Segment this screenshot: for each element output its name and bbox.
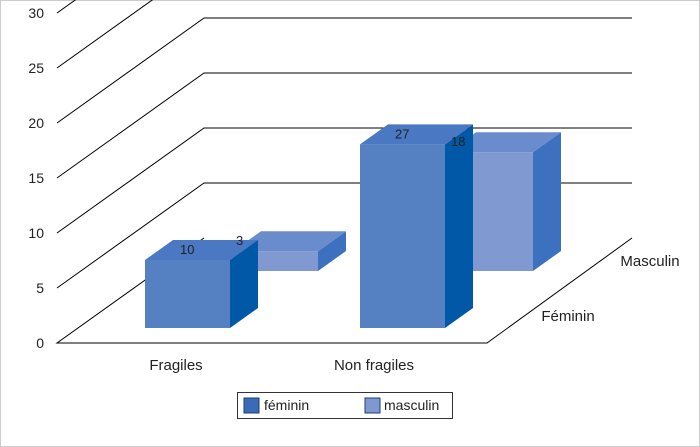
label-layer: 0 5 10 15 20 25 30 3 18 10 27 Fragiles Non fragiles F… [28,5,679,374]
gridline [56,17,632,124]
bar-top [233,231,346,252]
data-label: 3 [236,233,243,248]
gridline [56,0,154,69]
bar-layer [145,124,561,329]
y-tick-label: 10 [28,225,44,241]
depth-label: Masculin [620,253,679,270]
legend-box [237,392,453,419]
bar-side [533,132,561,271]
gridline [56,127,632,234]
floor-outline [55,237,633,344]
data-label: 10 [180,242,194,257]
legend: féminin masculin [237,392,453,419]
category-label: Fragiles [149,357,202,374]
bar-side [230,240,258,328]
axis-layer [55,237,633,344]
depth-label: Féminin [541,308,594,325]
bar-front [145,260,230,328]
category-label: Non fragiles [334,357,414,374]
y-tick-label: 25 [28,60,44,76]
bar-top [448,132,561,153]
bar-top [145,240,258,260]
legend-label-feminin: féminin [264,397,309,413]
y-tick-label: 20 [28,115,44,131]
y-tick-label: 30 [28,5,44,21]
data-label: 18 [451,134,465,149]
bar-front [360,144,445,328]
y-tick-label: 5 [36,280,44,296]
bar-side [445,124,473,329]
y-tick-label: 15 [28,170,44,186]
legend-swatch-masculin [364,397,381,414]
data-label: 27 [395,126,409,141]
y-tick-label: 0 [36,335,44,351]
legend-swatch-feminin [243,397,260,414]
gridline [56,72,632,179]
bar-top [360,124,473,145]
bar-side [318,231,346,271]
legend-label-masculin: masculin [384,397,439,413]
